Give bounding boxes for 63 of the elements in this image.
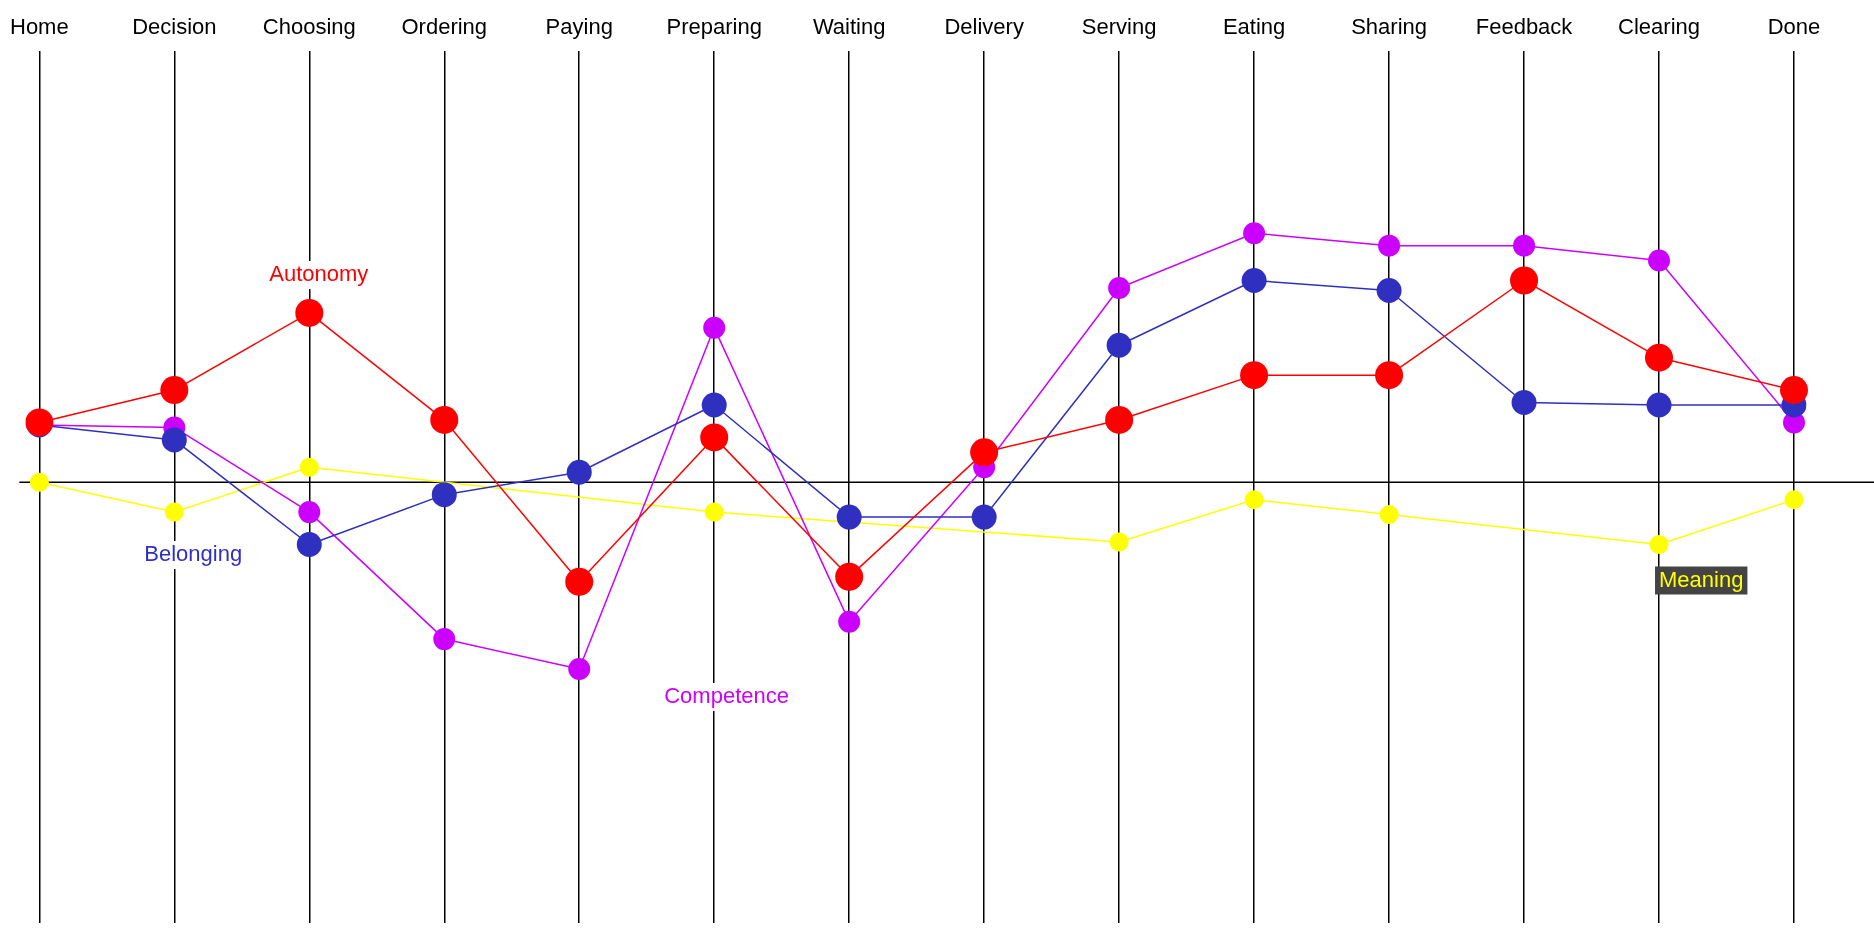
x-tick-label: Feedback — [1475, 14, 1574, 40]
point — [1243, 222, 1266, 245]
x-tick-label: Eating — [1222, 14, 1286, 40]
point — [971, 504, 997, 530]
point — [431, 482, 457, 508]
point — [1511, 390, 1537, 416]
point — [701, 392, 727, 418]
point — [1240, 361, 1269, 390]
x-tick-label: Preparing — [666, 14, 762, 40]
point — [1646, 392, 1672, 418]
point — [1108, 276, 1131, 299]
x-tick-label: Delivery — [944, 14, 1024, 40]
x-tick-label: Paying — [545, 14, 613, 40]
point — [566, 459, 592, 485]
point — [1241, 268, 1267, 294]
point — [836, 504, 862, 530]
point — [1645, 343, 1674, 372]
point — [295, 298, 324, 327]
point — [1244, 490, 1264, 510]
point — [838, 610, 861, 633]
point — [835, 562, 864, 591]
series-label: Autonomy — [269, 260, 369, 286]
point — [160, 376, 189, 405]
point — [1649, 534, 1669, 554]
x-tick-label: Done — [1767, 14, 1821, 40]
point — [1376, 277, 1402, 303]
point — [1513, 234, 1536, 257]
point — [29, 472, 49, 492]
point — [25, 408, 54, 437]
point — [704, 502, 724, 522]
point — [703, 316, 726, 339]
series-label: Meaning — [1659, 566, 1744, 592]
point — [568, 657, 591, 680]
text: Competence — [664, 683, 789, 709]
x-tick-label: Waiting — [812, 14, 886, 40]
point — [1105, 405, 1134, 434]
point — [1109, 532, 1129, 552]
point — [164, 502, 184, 522]
series-label: Belonging — [144, 540, 243, 566]
x-tick-label: Ordering — [401, 14, 488, 40]
point — [565, 567, 594, 596]
x-tick-label: Sharing — [1351, 14, 1427, 40]
point — [1106, 332, 1132, 358]
x-tick-label: Serving — [1081, 14, 1157, 40]
x-tick-label: Home — [10, 14, 69, 40]
point — [1510, 266, 1539, 295]
point — [700, 423, 729, 452]
point — [1784, 490, 1804, 510]
point — [1780, 376, 1808, 405]
point — [970, 438, 999, 467]
point — [1379, 505, 1399, 525]
x-tick-label: Clearing — [1618, 14, 1700, 40]
point — [299, 457, 319, 477]
point — [1375, 361, 1404, 390]
point — [1648, 249, 1671, 272]
point — [433, 628, 456, 651]
x-tick-label: Decision — [132, 14, 217, 40]
point — [161, 427, 187, 453]
x-tick-label: Choosing — [262, 14, 356, 40]
point — [298, 501, 321, 524]
point — [296, 531, 322, 557]
point — [430, 405, 459, 434]
point — [1378, 234, 1401, 257]
